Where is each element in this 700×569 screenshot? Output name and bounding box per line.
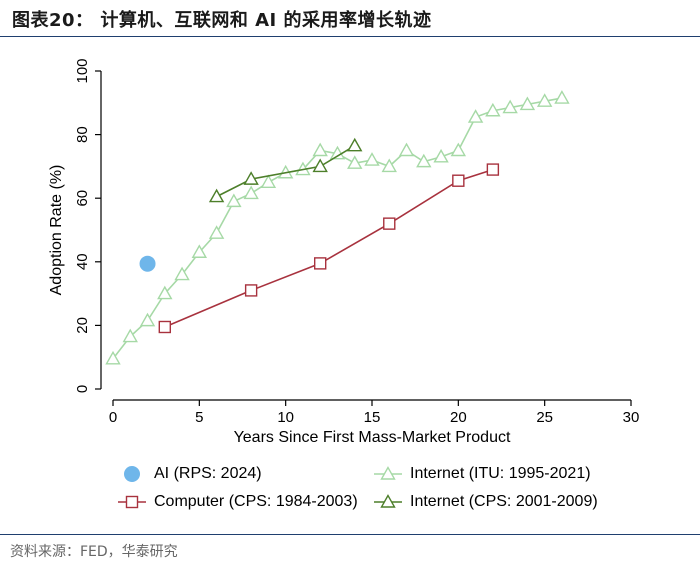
data-point-internet_itu [398, 142, 415, 157]
source-divider [0, 534, 700, 535]
series-ai [139, 255, 156, 272]
y-tick-label: 20 [74, 317, 91, 334]
x-tick-label: 10 [277, 409, 294, 426]
data-point-internet_itu [485, 102, 501, 117]
data-point-internet_itu [174, 266, 190, 281]
title-divider [0, 36, 700, 37]
x-tick-label: 20 [450, 409, 467, 426]
data-point-internet_itu [347, 155, 363, 169]
legend-label-internet_itu: Internet (ITU: 1995-2021) [410, 465, 591, 482]
data-point-internet_itu [536, 93, 553, 107]
data-point-internet_itu [243, 185, 259, 200]
figure-title: 图表20： 计算机、互联网和 AI 的采用率增长轨迹 [12, 10, 432, 31]
data-point-internet_itu [502, 99, 518, 114]
x-tick-label: 0 [109, 409, 117, 426]
data-point-internet_itu [519, 96, 536, 111]
legend-marker-internet_itu [380, 466, 396, 480]
data-point-internet_itu [554, 90, 570, 104]
x-tick-label: 15 [364, 409, 381, 426]
series-internet_cps [208, 137, 363, 203]
chart: 0 20 40 60 80 100 0 5 10 15 20 25 30 Years Since Firs… [48, 58, 639, 510]
data-point-internet_cps [208, 188, 225, 203]
data-point-internet_itu [208, 225, 225, 239]
data-point-internet_itu [329, 145, 346, 160]
legend-marker-ai [124, 466, 140, 482]
legend-label-ai: AI (RPS: 2024) [154, 465, 262, 482]
data-point-internet_cps [347, 137, 363, 152]
data-point-internet_itu [416, 153, 432, 168]
legend-marker-computer_cps [125, 495, 139, 509]
data-point-internet_itu [105, 350, 121, 365]
chart-series [105, 90, 570, 365]
legend-label-internet_cps: Internet (CPS: 2001-2009) [410, 493, 598, 510]
y-tick-label: 60 [74, 190, 91, 207]
data-point-internet_itu [139, 312, 156, 327]
data-point-computer_cps [452, 174, 465, 187]
data-point-internet_itu [157, 285, 173, 300]
data-point-computer_cps [486, 163, 500, 176]
data-point-internet_cps [243, 171, 259, 185]
chart-axes: 0 20 40 60 80 100 0 5 10 15 20 25 30 Years Since Firs… [48, 58, 639, 446]
x-tick-label: 5 [195, 409, 203, 426]
legend-item-computer_cps: Computer (CPS: 1984-2003) [118, 493, 358, 510]
x-tick-label: 25 [536, 409, 553, 426]
series-line-internet_cps [216, 145, 356, 198]
data-point-internet_itu [312, 142, 328, 157]
data-point-internet_itu [122, 328, 138, 343]
data-point-computer_cps [158, 320, 172, 334]
legend-label-computer_cps: Computer (CPS: 1984-2003) [154, 493, 358, 510]
y-tick-label: 80 [74, 126, 91, 143]
data-point-internet_cps [312, 158, 328, 173]
data-point-internet_itu [260, 174, 277, 189]
chart-legend: AI (RPS: 2024) Internet (ITU: 1995-2021) C… [118, 465, 598, 510]
source-note: 资料来源：FED，华泰研究 [10, 544, 178, 560]
data-point-computer_cps [314, 257, 327, 270]
data-point-internet_itu [433, 148, 449, 163]
data-point-computer_cps [244, 284, 258, 297]
data-point-internet_itu [364, 152, 380, 166]
data-point-internet_itu [450, 142, 467, 157]
legend-item-internet_cps: Internet (CPS: 2001-2009) [374, 493, 598, 510]
legend-marker-internet_cps [380, 494, 396, 508]
y-tick-label: 0 [74, 385, 91, 393]
data-point-internet_itu [226, 193, 242, 208]
data-point-internet_itu [467, 109, 484, 123]
legend-item-ai: AI (RPS: 2024) [124, 465, 262, 482]
data-point-internet_itu [381, 158, 397, 173]
series-computer_cps [158, 163, 500, 334]
x-axis-title: Years Since First Mass-Market Product [234, 429, 511, 446]
data-point-ai [139, 255, 156, 272]
y-tick-label: 100 [74, 58, 91, 83]
data-point-computer_cps [383, 217, 396, 230]
data-point-internet_itu [191, 244, 208, 258]
y-axis-title: Adoption Rate (%) [48, 165, 65, 296]
x-tick-label: 30 [623, 409, 640, 426]
series-line-computer_cps [164, 168, 494, 328]
legend-item-internet_itu: Internet (ITU: 1995-2021) [374, 465, 591, 482]
y-tick-label: 40 [74, 253, 91, 270]
